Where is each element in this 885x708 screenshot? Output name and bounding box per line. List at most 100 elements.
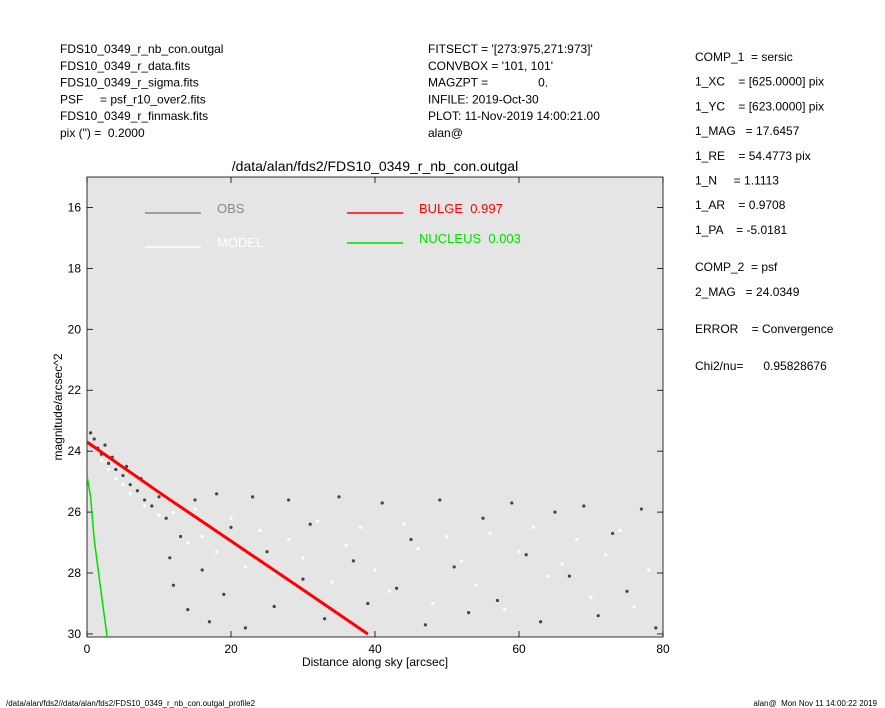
fit-parameter: 1_AR = 0.9708	[695, 198, 786, 212]
data-point	[467, 611, 471, 615]
fit-parameter: 2_MAG = 24.0349	[695, 285, 800, 299]
data-point	[416, 547, 420, 551]
data-point	[503, 607, 507, 612]
data-point	[445, 534, 449, 539]
model-line	[87, 440, 369, 636]
header-middle-line: PLOT: 11-Nov-2019 14:00:21.00	[428, 109, 600, 123]
fit-parameter: 1_N = 1.1113	[695, 174, 779, 188]
data-point	[531, 525, 536, 529]
data-point	[103, 443, 107, 447]
x-tick-label: 60	[512, 642, 526, 656]
data-point	[157, 513, 161, 517]
y-tick-label: 20	[68, 322, 82, 336]
data-point	[229, 516, 233, 520]
data-point	[92, 437, 96, 441]
data-point	[351, 559, 355, 563]
data-point	[596, 614, 600, 618]
data-point	[459, 559, 463, 563]
data-point	[200, 568, 204, 572]
data-point	[373, 568, 377, 572]
data-point	[143, 498, 147, 502]
header-left-line: PSF = psf_r10_over2.fits	[60, 92, 206, 106]
data-point	[121, 473, 125, 478]
data-point	[366, 601, 370, 606]
footer-right: alan@ Mon Nov 11 14:00:22 2019	[753, 699, 877, 708]
data-point	[632, 604, 636, 609]
data-point	[243, 565, 247, 569]
data-point	[301, 577, 305, 581]
data-point	[481, 516, 485, 520]
data-point	[517, 550, 521, 554]
data-point	[157, 495, 161, 499]
data-point	[287, 537, 291, 542]
data-point	[575, 537, 579, 542]
model-line	[87, 475, 108, 637]
data-point	[567, 574, 572, 578]
legend-label: OBS	[217, 201, 245, 216]
header-left-line: FDS10_0349_r_data.fits	[60, 59, 190, 73]
x-tick-label: 80	[656, 642, 670, 656]
data-point	[99, 458, 103, 462]
data-point	[258, 528, 262, 532]
data-point	[128, 492, 132, 496]
fit-parameter: 1_MAG = 17.6457	[695, 124, 800, 138]
fit-parameter: COMP_2 = psf	[695, 260, 778, 274]
data-point	[330, 580, 334, 584]
data-point	[438, 498, 442, 502]
data-point	[474, 583, 478, 587]
x-tick-label: 20	[224, 642, 238, 656]
data-point	[164, 516, 168, 520]
data-point	[89, 431, 93, 435]
data-point	[200, 534, 204, 539]
fit-parameter: ERROR = Convergence	[695, 322, 834, 336]
data-point	[495, 598, 499, 603]
data-point	[423, 623, 427, 627]
data-point	[380, 501, 384, 505]
data-point	[611, 531, 615, 536]
header-left-line: FDS10_0349_r_nb_con.outgal	[60, 42, 223, 56]
data-point	[215, 492, 219, 496]
data-point	[168, 556, 172, 560]
data-point	[589, 595, 593, 599]
data-point	[150, 504, 154, 508]
data-point	[121, 483, 125, 487]
data-point	[625, 589, 629, 593]
data-point	[107, 461, 111, 465]
data-point	[179, 534, 183, 539]
data-point	[395, 586, 399, 590]
data-point	[308, 522, 312, 526]
data-point	[323, 617, 327, 621]
data-point	[488, 531, 492, 536]
data-point	[359, 525, 363, 529]
data-point	[186, 607, 190, 612]
header-middle-line: MAGZPT = 0.	[428, 76, 548, 90]
data-point	[114, 467, 118, 472]
data-point	[409, 537, 413, 542]
chart-title: /data/alan/fds2/FDS10_0349_r_nb_con.outg…	[232, 158, 518, 174]
header-middle-line: alan@	[428, 126, 463, 140]
data-point	[107, 467, 111, 472]
y-tick-label: 26	[68, 505, 82, 519]
data-point	[431, 601, 435, 606]
data-point	[193, 498, 197, 502]
data-point	[639, 507, 644, 511]
data-point	[524, 553, 528, 557]
data-point	[243, 626, 247, 630]
data-point	[215, 550, 219, 554]
data-point	[222, 592, 226, 596]
footer-left: /data/alan/fds2//data/alan/fds2/FDS10_03…	[6, 699, 256, 708]
fit-parameter: 1_RE = 54.4773 pix	[695, 149, 811, 163]
y-tick-label: 22	[68, 383, 82, 397]
legend-label: MODEL	[217, 235, 263, 250]
data-point	[387, 589, 391, 593]
data-point	[510, 501, 514, 505]
data-point	[452, 565, 456, 569]
y-tick-label: 18	[68, 261, 82, 275]
data-point	[128, 483, 132, 487]
legend-label: NUCLEUS 0.003	[419, 231, 521, 246]
data-point	[337, 495, 341, 499]
data-point	[603, 553, 608, 557]
y-tick-label: 24	[68, 444, 82, 458]
